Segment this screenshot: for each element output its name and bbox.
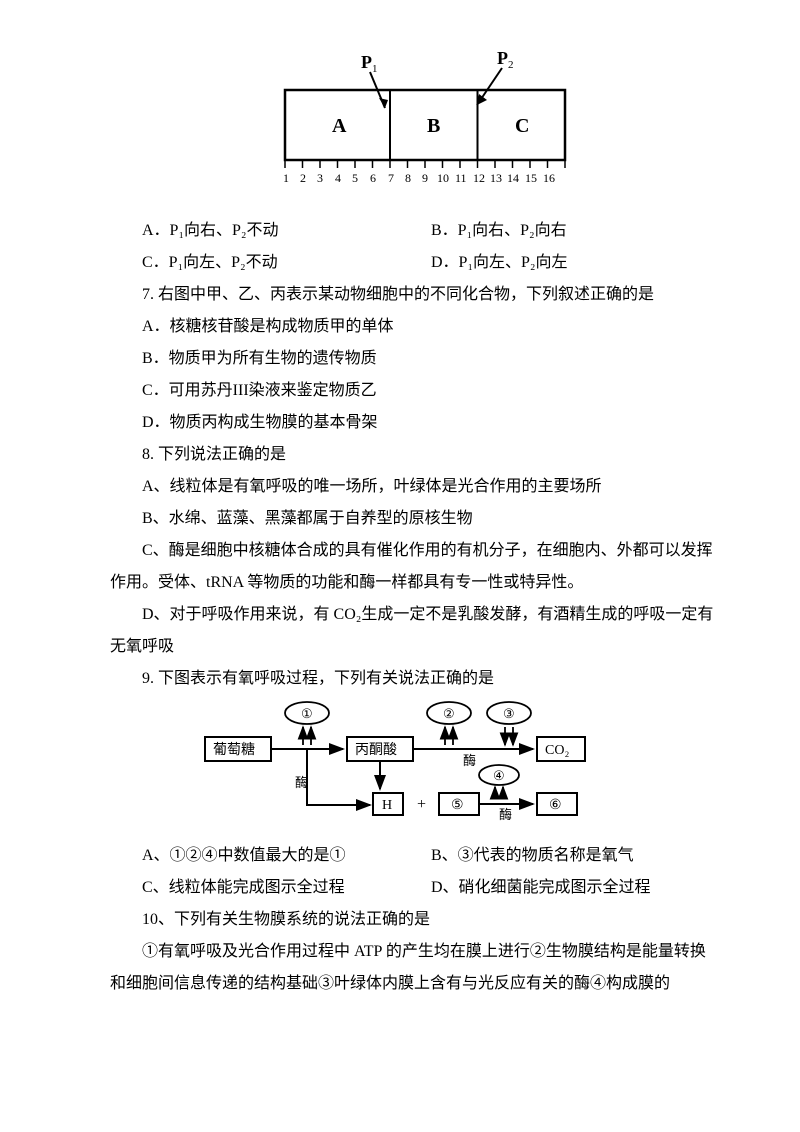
q10-body: ①有氧呼吸及光合作用过程中 ATP 的产生均在膜上进行②生物膜结构是能量转换和细… xyxy=(110,936,720,1000)
label-c: C xyxy=(515,115,529,137)
tick-labels: 1 2 3 4 5 6 7 8 9 10 11 12 13 14 15 16 xyxy=(283,171,555,185)
pyruvate-text: 丙酮酸 xyxy=(355,742,397,758)
q6-opt-d: D．P₁向左、P₂向左 xyxy=(431,247,720,279)
q10-body-text: ①有氧呼吸及光合作用过程中 ATP 的产生均在膜上进行②生物膜结构是能量转换和细… xyxy=(110,943,706,992)
co2-text: CO₂ xyxy=(545,743,569,758)
diagram-respiration-container: 葡萄糖 ① 酶 丙酮酸 酶 ② ③ CO₂ H xyxy=(110,695,720,825)
plus-text: + xyxy=(417,796,426,813)
svg-text:12: 12 xyxy=(473,171,485,185)
diagram-respiration: 葡萄糖 ① 酶 丙酮酸 酶 ② ③ CO₂ H xyxy=(195,695,635,825)
five-text: ⑤ xyxy=(451,798,464,813)
circle-3-text: ③ xyxy=(503,706,515,721)
q8-opt-d-text: D、对于呼吸作用来说，有 CO₂生成一定不是乳酸发酵，有酒精生成的呼吸一定有无氧… xyxy=(110,606,713,655)
q7-opt-a: A．核糖核苷酸是构成物质甲的单体 xyxy=(110,311,720,343)
glucose-text: 葡萄糖 xyxy=(213,742,255,758)
svg-text:7: 7 xyxy=(388,171,394,185)
label-b: B xyxy=(427,115,440,137)
q8-opt-b: B、水绵、蓝藻、黑藻都属于自养型的原核生物 xyxy=(110,503,720,535)
q7-stem: 7. 右图中甲、乙、丙表示某动物细胞中的不同化合物，下列叙述正确的是 xyxy=(110,279,720,311)
svg-text:4: 4 xyxy=(335,171,341,185)
circle-1-text: ① xyxy=(301,706,313,721)
svg-text:14: 14 xyxy=(507,171,519,185)
svg-text:6: 6 xyxy=(370,171,376,185)
svg-text:11: 11 xyxy=(455,171,467,185)
svg-text:15: 15 xyxy=(525,171,537,185)
label-a: A xyxy=(332,115,347,137)
svg-text:16: 16 xyxy=(543,171,555,185)
q9-stem: 9. 下图表示有氧呼吸过程，下列有关说法正确的是 xyxy=(110,663,720,695)
q9-opt-c: C、线粒体能完成图示全过程 xyxy=(142,872,431,904)
q8-opt-d: D、对于呼吸作用来说，有 CO₂生成一定不是乳酸发酵，有酒精生成的呼吸一定有无氧… xyxy=(110,599,720,663)
svg-text:1: 1 xyxy=(283,171,289,185)
svg-text:5: 5 xyxy=(352,171,358,185)
diagram-abc: P 1 P 2 A B C xyxy=(255,50,575,200)
q10-stem: 10、下列有关生物膜系统的说法正确的是 xyxy=(110,904,720,936)
enzyme-2: 酶 xyxy=(463,753,476,768)
diagram-abc-container: P 1 P 2 A B C xyxy=(110,50,720,200)
svg-text:8: 8 xyxy=(405,171,411,185)
enzyme-3: 酶 xyxy=(499,807,512,822)
h-text: H xyxy=(382,798,392,813)
six-text: ⑥ xyxy=(549,798,562,813)
p2-sub: 2 xyxy=(508,59,514,71)
q6-opt-b: B．P₁向右、P₂向右 xyxy=(431,215,720,247)
svg-text:13: 13 xyxy=(490,171,502,185)
circle-2-text: ② xyxy=(443,706,455,721)
p1-sub: 1 xyxy=(372,63,378,75)
svg-text:9: 9 xyxy=(422,171,428,185)
q8-opt-a: A、线粒体是有氧呼吸的唯一场所，叶绿体是光合作用的主要场所 xyxy=(110,471,720,503)
q9-opt-a: A、①②④中数值最大的是① xyxy=(142,840,431,872)
svg-text:2: 2 xyxy=(300,171,306,185)
p1-label: P xyxy=(361,52,372,72)
svg-text:3: 3 xyxy=(317,171,323,185)
q6-opt-a: A．P₁向右、P₂不动 xyxy=(142,215,431,247)
p2-label: P xyxy=(497,50,508,68)
svg-text:10: 10 xyxy=(437,171,449,185)
q9-opt-d: D、硝化细菌能完成图示全过程 xyxy=(431,872,720,904)
q8-opt-c-text: C、酶是细胞中核糖体合成的具有催化作用的有机分子，在细胞内、外都可以发挥作用。受… xyxy=(110,542,713,591)
q8-stem: 8. 下列说法正确的是 xyxy=(110,439,720,471)
circle-4-text: ④ xyxy=(493,768,505,783)
q8-opt-c: C、酶是细胞中核糖体合成的具有催化作用的有机分子，在细胞内、外都可以发挥作用。受… xyxy=(110,535,720,599)
q7-opt-c: C．可用苏丹III染液来鉴定物质乙 xyxy=(110,375,720,407)
q7-opt-b: B．物质甲为所有生物的遗传物质 xyxy=(110,343,720,375)
q7-opt-d: D．物质丙构成生物膜的基本骨架 xyxy=(110,407,720,439)
q9-opt-b: B、③代表的物质名称是氧气 xyxy=(431,840,720,872)
q6-opt-c: C．P₁向左、P₂不动 xyxy=(142,247,431,279)
